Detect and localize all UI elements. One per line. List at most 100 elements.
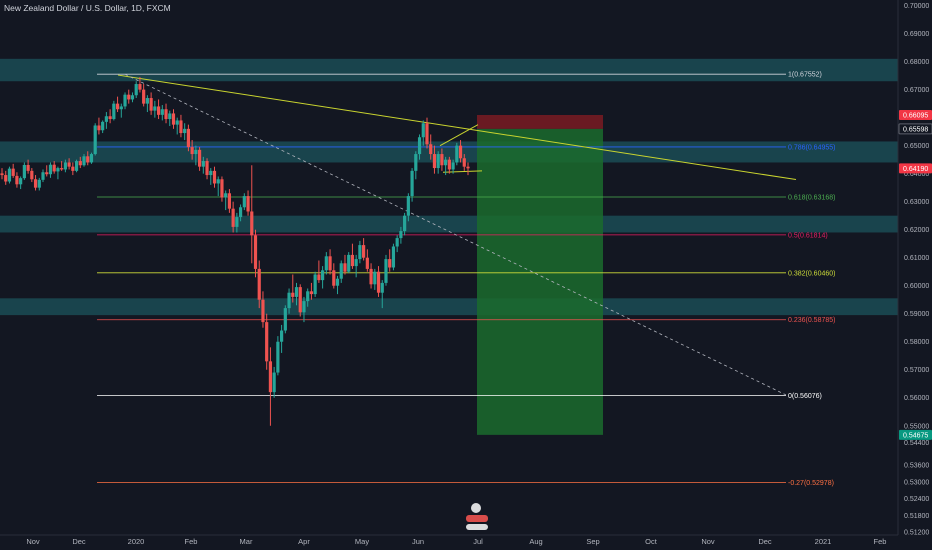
candle-body — [179, 120, 183, 134]
candle-body — [451, 162, 455, 170]
candle-body — [119, 106, 123, 110]
price-tick-12: 0.58000 — [904, 339, 929, 346]
candle-body — [164, 109, 168, 120]
candle-body — [354, 259, 358, 267]
candle-20 — [74, 159, 79, 173]
watermark-logo — [466, 503, 488, 530]
candle-body — [339, 263, 343, 279]
candle-61 — [227, 189, 232, 213]
candle-body — [253, 235, 258, 269]
candle-24 — [89, 152, 94, 164]
candle-93 — [347, 252, 351, 274]
candle-85 — [317, 260, 321, 283]
candle-16 — [60, 161, 64, 171]
candle-58 — [216, 176, 220, 197]
candle-83 — [309, 282, 314, 300]
candle-body — [183, 128, 187, 134]
price-tick-3: 0.67000 — [904, 87, 929, 94]
candle-47 — [175, 117, 179, 135]
candle-57 — [212, 166, 217, 188]
candle-103 — [384, 254, 388, 286]
price-tick-20: 0.51800 — [904, 513, 929, 520]
candle-29 — [108, 109, 112, 124]
candle-body — [101, 121, 105, 131]
time-axis: Nov Dec 2020 Feb Mar Apr May Jun Jul Aug Sep Oct Nov… — [0, 534, 898, 546]
time-tick-13: Dec — [758, 537, 772, 546]
candle-body — [447, 159, 451, 170]
candle-body — [171, 113, 176, 125]
candle-48 — [179, 114, 183, 138]
price-tag-1: 0.65598 — [903, 126, 928, 133]
candle-body — [380, 282, 384, 293]
candle-21 — [78, 156, 82, 169]
candle-33 — [123, 92, 127, 110]
candle-body — [22, 164, 26, 179]
fib-label-2: 0.618(0.63168) — [788, 194, 835, 201]
candle-74 — [276, 336, 280, 376]
candle-22 — [82, 154, 86, 167]
candle-14 — [52, 161, 56, 174]
candle-body — [108, 116, 112, 120]
candle-123 — [458, 140, 463, 163]
candle-body — [250, 211, 254, 236]
candle-84 — [313, 271, 317, 297]
price-tag-0: 0.66095 — [903, 112, 928, 119]
candle-body — [112, 103, 116, 120]
price-tick-13: 0.57000 — [904, 367, 929, 374]
candle-body — [291, 292, 295, 297]
price-tick-14: 0.56000 — [904, 395, 929, 402]
candle-31 — [115, 96, 120, 113]
candle-105 — [391, 243, 396, 271]
price-tick-5: 0.65000 — [904, 143, 929, 150]
candle-28 — [104, 112, 108, 129]
support-resistance-zones — [0, 58, 898, 316]
candle-body — [350, 254, 355, 267]
candle-37 — [138, 77, 142, 93]
candle-body — [462, 158, 466, 167]
candle-79 — [294, 282, 299, 306]
candle-69 — [257, 260, 261, 309]
candle-body — [93, 125, 97, 155]
candle-44 — [164, 103, 168, 124]
candle-body — [145, 98, 149, 104]
candle-body — [276, 341, 280, 373]
candle-92 — [343, 254, 347, 275]
candle-body — [324, 256, 328, 271]
candle-body — [440, 154, 444, 166]
price-tick-0: 0.70000 — [904, 3, 929, 10]
candle-100 — [373, 268, 377, 290]
candle-body — [156, 106, 161, 115]
candle-body — [272, 372, 276, 393]
candle-body — [224, 193, 228, 198]
candle-119 — [444, 156, 448, 176]
candle-78 — [291, 274, 295, 303]
candle-23 — [86, 151, 90, 166]
candle-91 — [339, 260, 343, 283]
candle-111 — [414, 151, 418, 180]
candle-77 — [287, 288, 291, 314]
price-tag-2: 0.64190 — [903, 166, 928, 173]
price-tags: 0.66095 0.65598 0.64190 0.54675 — [898, 109, 932, 440]
candle-49 — [183, 123, 187, 141]
candle-body — [33, 179, 38, 188]
descending-trendline — [117, 74, 797, 181]
candle-36 — [134, 81, 138, 99]
candle-body — [197, 149, 202, 167]
candle-122 — [455, 142, 459, 166]
candle-body — [403, 215, 407, 232]
time-tick-8: Jul — [473, 537, 483, 546]
candle-25 — [93, 123, 97, 156]
candle-42 — [156, 99, 161, 120]
candle-body — [67, 162, 71, 167]
candle-body — [347, 254, 351, 272]
candle-11 — [41, 169, 45, 183]
candle-body — [97, 125, 101, 131]
candle-body — [406, 196, 410, 216]
price-tick-17: 0.53600 — [904, 462, 929, 469]
candle-body — [104, 116, 108, 122]
candle-body — [417, 137, 422, 155]
candle-19 — [71, 162, 75, 176]
price-tick-6: 0.64000 — [904, 171, 929, 178]
candle-body — [302, 301, 306, 313]
